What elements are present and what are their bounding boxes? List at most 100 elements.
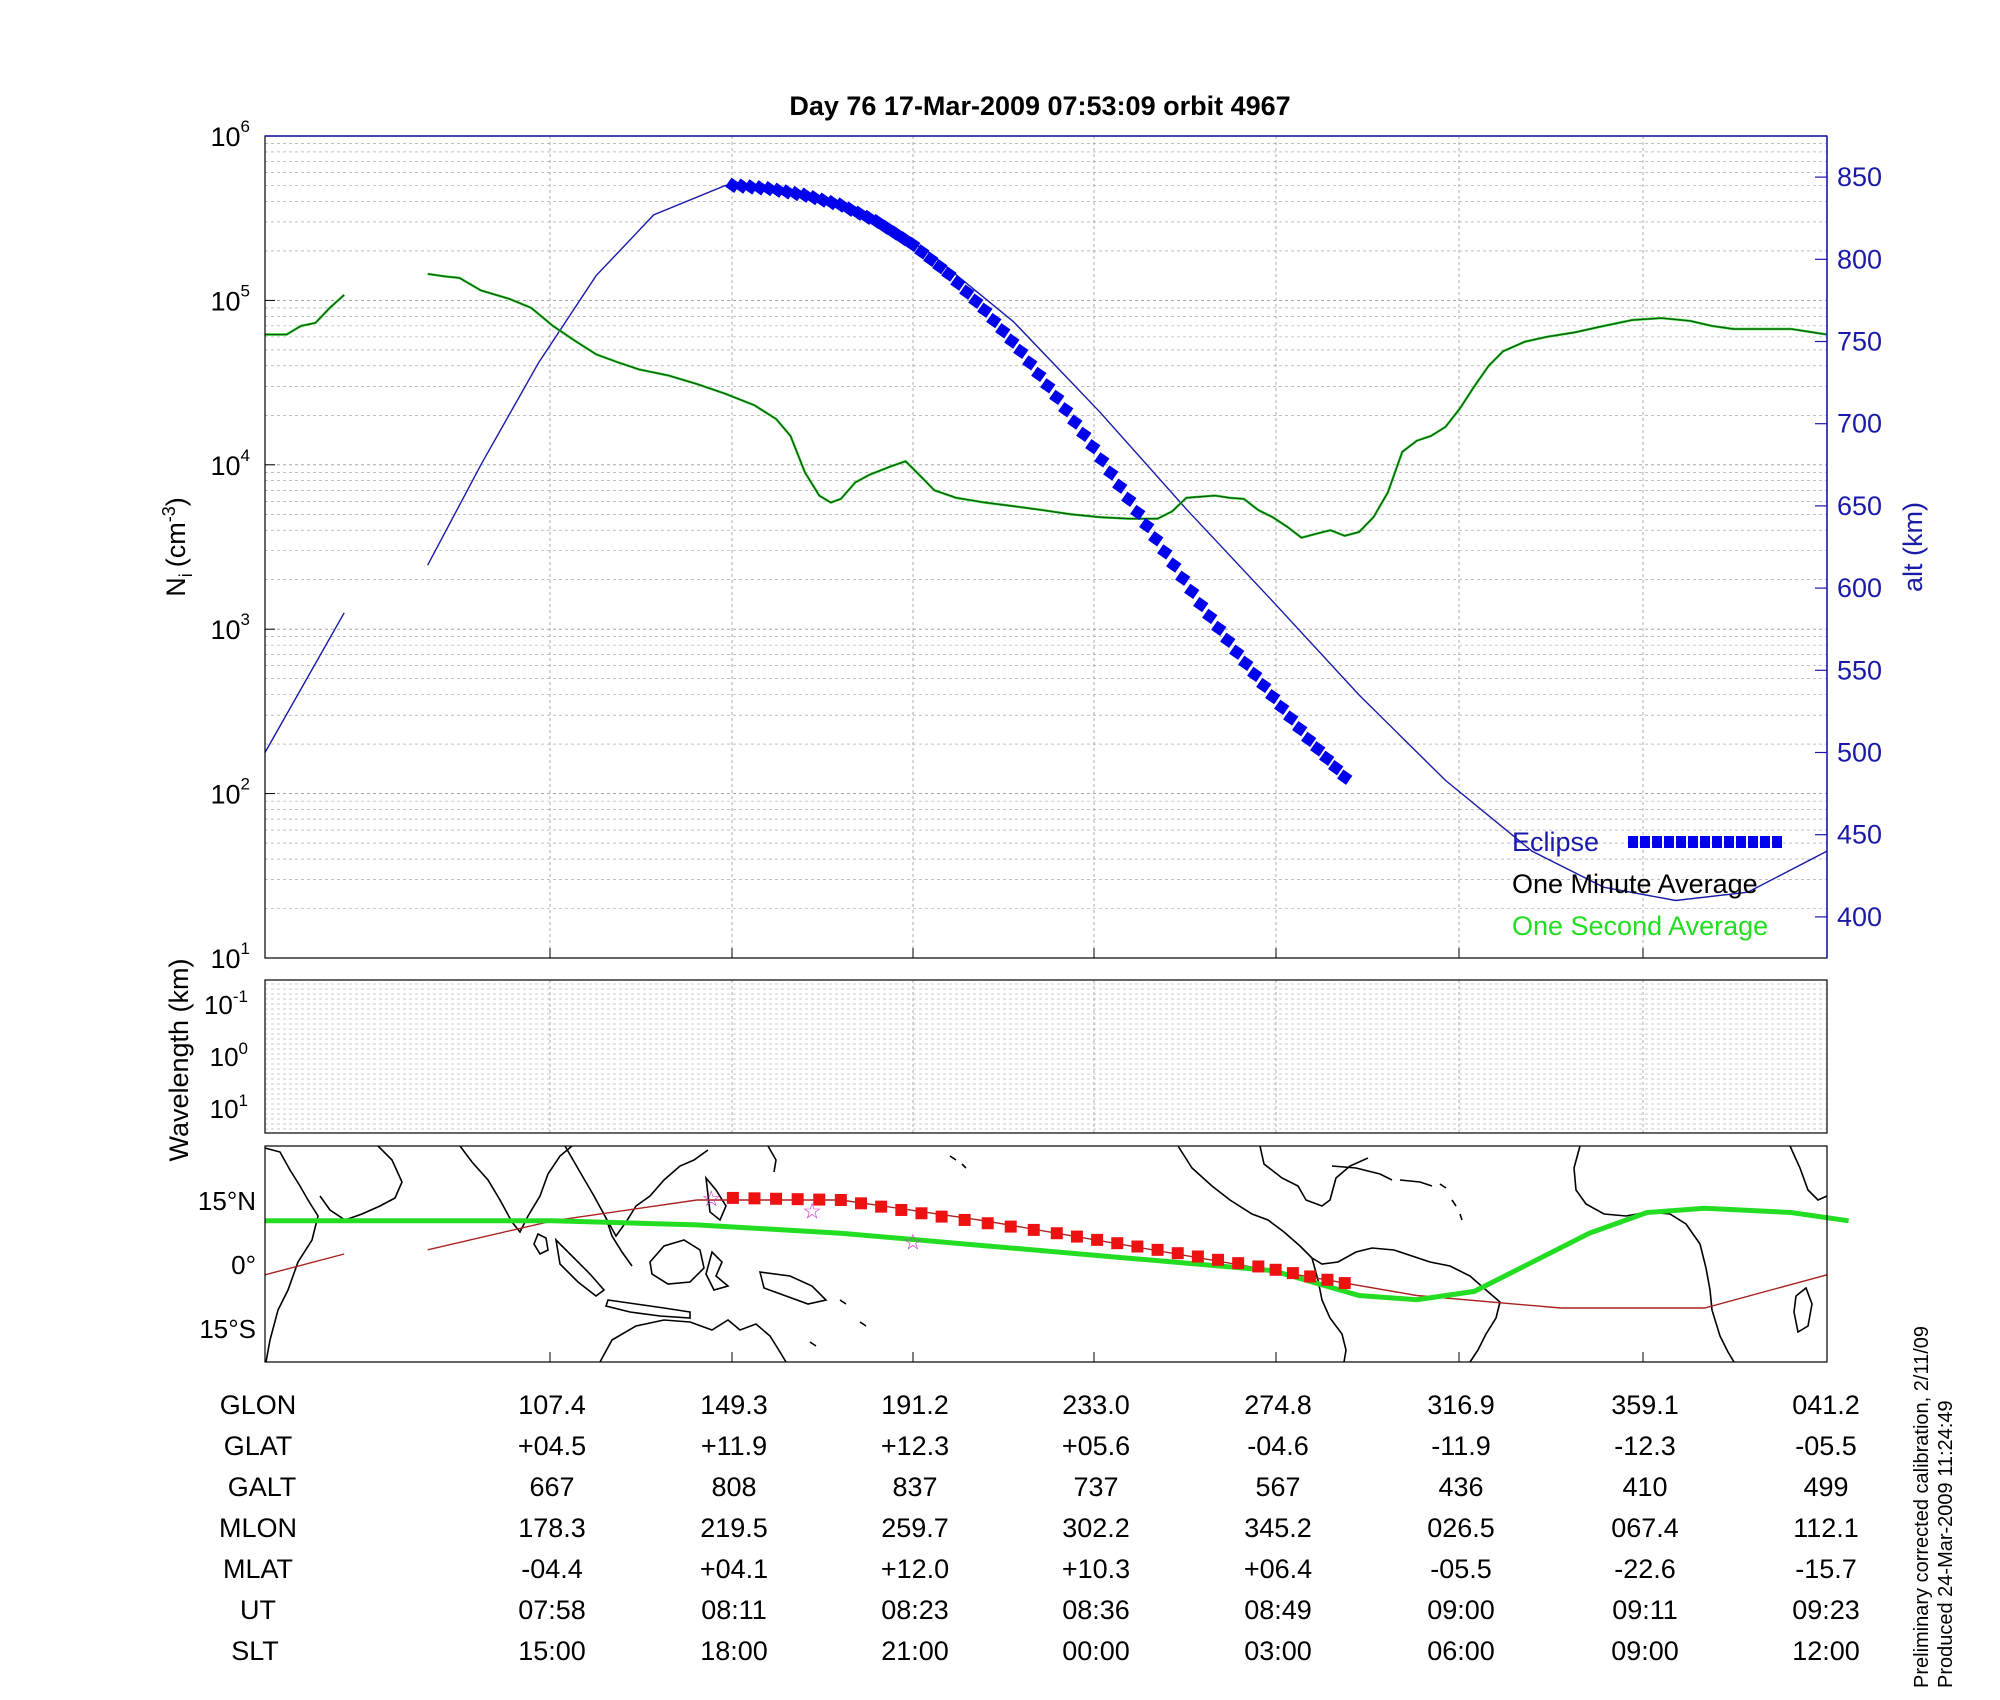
ephemeris-cell: 18:00: [700, 1636, 768, 1666]
coastline-africa-east: [264, 1147, 319, 1363]
coastline-madagascar: [1793, 1286, 1813, 1334]
ephemeris-cell: 436: [1438, 1472, 1483, 1502]
coastline-pacific-island-1: [839, 1299, 847, 1305]
ephemeris-cell: +06.4: [1244, 1554, 1312, 1584]
eclipse-marker: [977, 302, 993, 318]
eclipse-marker: [941, 266, 957, 282]
wavelength-tick-2: 101: [210, 1091, 248, 1124]
ephemeris-cell: 09:23: [1792, 1595, 1860, 1625]
density-ylabel-subscript: i: [176, 573, 196, 577]
coastline-south-america-west: [1311, 1257, 1347, 1363]
density-ylabel-exponent: -3: [159, 506, 179, 522]
eclipse-track-marker: [834, 1194, 847, 1206]
ephemeris-table: GLON GLAT GALT MLON MLAT UT SLT 107.4 +04.5 667 17…: [219, 1390, 1860, 1666]
eclipse-marker: [1013, 343, 1029, 360]
ephemeris-cell: 233.0: [1062, 1390, 1130, 1420]
ephemeris-cell: 316.9: [1427, 1390, 1495, 1420]
ephemeris-cell: 667: [529, 1472, 574, 1502]
legend-eclipse-square: [1748, 836, 1758, 848]
wavelength-tick-0-base: 10: [204, 990, 233, 1020]
ephemeris-cell: 178.3: [518, 1513, 586, 1543]
eclipse-marker: [1166, 557, 1182, 573]
ephemeris-cell: +12.3: [881, 1431, 949, 1461]
eclipse-marker: [1319, 750, 1335, 766]
legend-eclipse-square: [1628, 836, 1638, 848]
eclipse-track-marker: [958, 1213, 971, 1226]
ephemeris-row-label: GLAT: [224, 1431, 293, 1461]
legend-minute-label: One Minute Average: [1512, 869, 1758, 899]
orbit-track-line: [427, 1199, 1828, 1309]
eclipse-marker: [914, 244, 930, 260]
eclipse-marker: [1337, 769, 1353, 785]
eclipse-marker: [1112, 478, 1128, 494]
eclipse-marker: [986, 312, 1002, 329]
eclipse-track-marker: [1269, 1263, 1282, 1276]
altitude-ylabel: alt (km): [1898, 502, 1928, 592]
altitude-tick-label: 850: [1837, 162, 1882, 192]
density-y-tick-label: 101: [210, 939, 250, 974]
eclipse-marker: [1238, 655, 1254, 671]
map-panel: ☆ ☆ ☆ 15°N 0° 15°S: [198, 1145, 1849, 1363]
eclipse-marker: [1058, 402, 1074, 418]
eclipse-marker: [959, 284, 975, 300]
ephemeris-cell: 567: [1255, 1472, 1300, 1502]
legend-eclipse-square: [1688, 836, 1698, 848]
eclipse-track-marker: [1171, 1247, 1184, 1260]
legend-eclipse-square: [1640, 836, 1650, 848]
ephemeris-cell: 041.2: [1792, 1390, 1860, 1420]
wavelength-tick-2-exp: 1: [239, 1091, 248, 1110]
ephemeris-cell: 410: [1622, 1472, 1667, 1502]
density-ylabel-unit: (cm: [161, 522, 191, 567]
wavelength-tick-1: 100: [210, 1039, 248, 1072]
coastline-sulawesi: [705, 1250, 730, 1291]
density-ylabel: Ni (cm-3): [159, 497, 196, 597]
density-y-tick-label: 103: [210, 610, 250, 645]
ephemeris-cell: 107.4: [518, 1390, 586, 1420]
eclipse-marker: [1229, 644, 1245, 660]
eclipse-marker: [1139, 517, 1155, 534]
map-series: ☆ ☆ ☆: [264, 1186, 1849, 1362]
altitude-tick-label: 750: [1837, 327, 1882, 357]
ephemeris-cell: 499: [1803, 1472, 1848, 1502]
footnote-produced: Produced 24-Mar-2009 11:24:49: [1935, 1400, 1957, 1688]
altitude-tick-label: 400: [1837, 902, 1882, 932]
ephemeris-cell: -15.7: [1795, 1554, 1857, 1584]
eclipse-track-marker: [1151, 1243, 1164, 1256]
eclipse-marker: [1274, 699, 1290, 715]
map-lat-15s: 15°S: [199, 1314, 256, 1344]
coastline-pacific-island-3: [809, 1341, 817, 1347]
eclipse-marker: [1247, 666, 1263, 683]
ephemeris-row-label: MLAT: [223, 1554, 293, 1584]
density-y-tick-exp: 4: [241, 446, 250, 465]
ephemeris-cell: 08:36: [1062, 1595, 1130, 1625]
coastline-india: [459, 1145, 573, 1234]
eclipse-track-marker: [1131, 1240, 1144, 1253]
eclipse-track-marker: [791, 1193, 804, 1206]
wavelength-tick-0: 10-1: [204, 987, 248, 1020]
eclipse-marker: [1022, 355, 1038, 371]
legend-eclipse-square: [1652, 836, 1662, 848]
eclipse-marker: [1211, 620, 1227, 637]
coastline-africa-west: [1573, 1145, 1735, 1363]
legend-eclipse-marker: [1628, 836, 1782, 848]
ephemeris-cell: 08:11: [701, 1595, 767, 1625]
coastline-gulf-coast: [1259, 1145, 1369, 1207]
eclipse-marker: [1031, 366, 1047, 383]
legend-eclipse-square: [1676, 836, 1686, 848]
eclipse-track-marker: [1050, 1227, 1063, 1240]
eclipse-marker: [1040, 378, 1056, 394]
eclipse-track-marker: [1027, 1223, 1040, 1236]
eclipse-track-marker: [915, 1207, 928, 1220]
legend-eclipse-square: [1736, 836, 1746, 848]
eclipse-marker: [1085, 439, 1101, 455]
ephemeris-cell: -11.9: [1431, 1431, 1491, 1461]
legend-eclipse-square: [1664, 836, 1674, 848]
legend-eclipse-square: [1760, 836, 1770, 848]
ephemeris-row-label: GLON: [220, 1390, 297, 1420]
legend-second-label: One Second Average: [1512, 911, 1768, 941]
eclipse-track-marker: [1286, 1267, 1299, 1280]
density-y-tick-label: 105: [210, 281, 250, 316]
density-y-tick-base: 10: [210, 286, 240, 316]
ephemeris-cell: 09:00: [1611, 1636, 1679, 1666]
legend-eclipse-square: [1772, 836, 1782, 848]
